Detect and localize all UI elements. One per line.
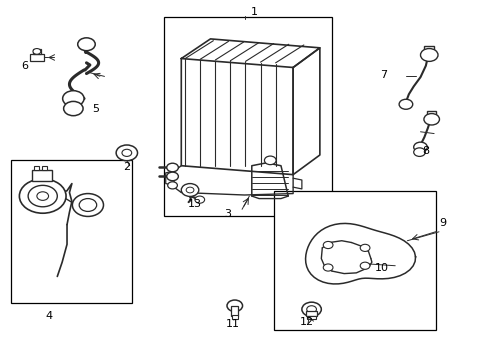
Circle shape — [413, 148, 425, 157]
Circle shape — [63, 102, 83, 116]
Circle shape — [78, 38, 95, 51]
Text: 5: 5 — [92, 104, 99, 113]
Circle shape — [186, 187, 194, 193]
Bar — [34, 166, 39, 170]
Circle shape — [62, 91, 84, 107]
Bar — [30, 54, 44, 62]
Bar — [32, 170, 52, 181]
Circle shape — [420, 49, 437, 62]
Text: 2: 2 — [123, 162, 130, 172]
Text: 11: 11 — [226, 319, 240, 329]
Circle shape — [116, 145, 137, 161]
Circle shape — [33, 49, 41, 54]
Circle shape — [181, 184, 199, 197]
Circle shape — [28, 185, 57, 207]
Bar — [164, 18, 331, 216]
Text: 7: 7 — [379, 69, 386, 80]
Text: 13: 13 — [187, 199, 201, 209]
Text: 9: 9 — [438, 218, 446, 228]
Circle shape — [360, 262, 369, 269]
Circle shape — [264, 156, 276, 165]
Text: 4: 4 — [45, 311, 52, 321]
Circle shape — [360, 244, 369, 251]
Text: 10: 10 — [374, 262, 388, 273]
Bar — [231, 315, 237, 319]
Text: 12: 12 — [299, 317, 313, 327]
Text: 6: 6 — [21, 62, 29, 71]
Text: 1: 1 — [250, 7, 257, 17]
Bar — [273, 191, 435, 330]
Text: 8: 8 — [421, 146, 428, 156]
Circle shape — [398, 99, 412, 109]
Circle shape — [301, 302, 321, 316]
Bar — [230, 306, 237, 316]
Bar — [306, 316, 316, 319]
Bar — [305, 311, 317, 316]
Circle shape — [166, 172, 178, 181]
Circle shape — [323, 242, 332, 249]
Bar — [41, 166, 46, 170]
Circle shape — [20, 179, 66, 213]
Circle shape — [37, 192, 48, 201]
Circle shape — [72, 194, 103, 216]
Circle shape — [323, 264, 332, 271]
Bar — [33, 49, 41, 54]
Circle shape — [122, 149, 131, 157]
Circle shape — [167, 182, 177, 189]
Circle shape — [423, 113, 439, 125]
Circle shape — [306, 306, 316, 313]
Circle shape — [413, 142, 427, 152]
Bar — [424, 46, 433, 55]
Circle shape — [226, 300, 242, 311]
Circle shape — [166, 163, 178, 172]
Circle shape — [195, 196, 204, 203]
Bar — [426, 111, 435, 119]
Circle shape — [79, 199, 97, 211]
Bar — [11, 160, 131, 303]
Text: 3: 3 — [224, 209, 230, 219]
